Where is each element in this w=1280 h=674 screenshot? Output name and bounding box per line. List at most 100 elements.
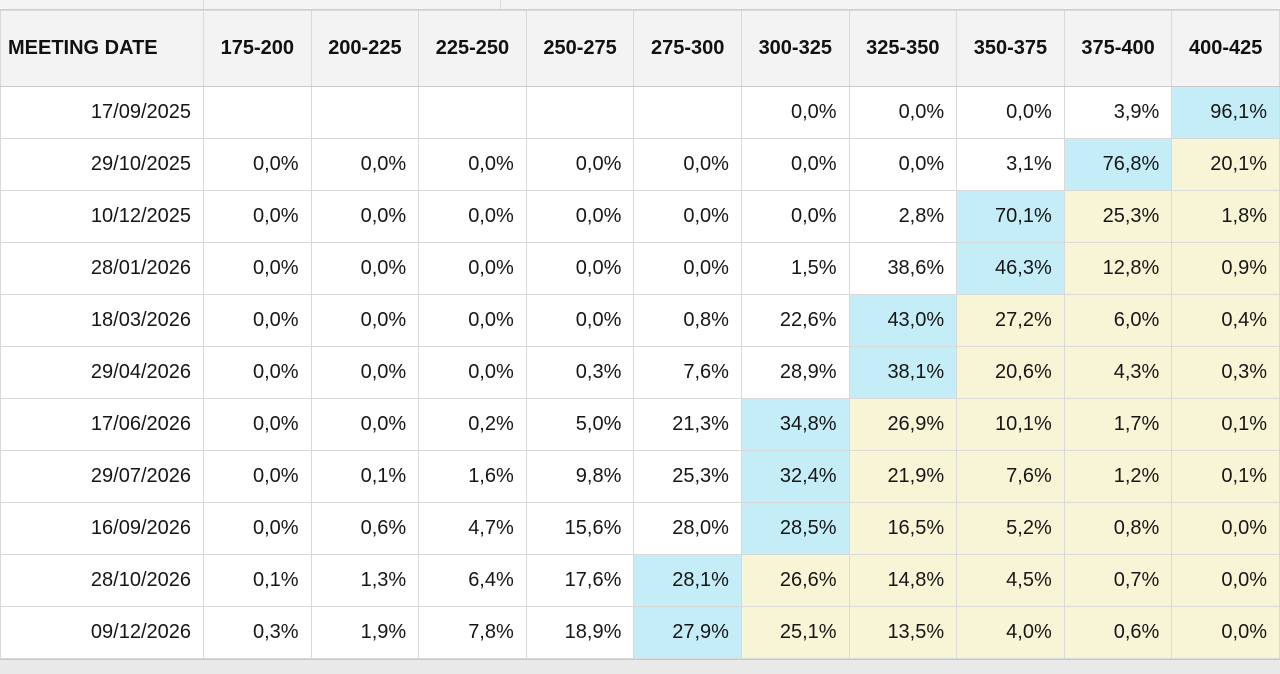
probability-cell[interactable]: 3,1% — [956, 138, 1065, 191]
probability-cell[interactable]: 22,6% — [740, 294, 850, 347]
probability-cell[interactable]: 13,5% — [848, 606, 958, 659]
column-header-rate-range[interactable]: 200-225 — [310, 10, 420, 87]
probability-cell[interactable]: 7,6% — [956, 450, 1065, 503]
probability-cell[interactable]: 0,0% — [203, 138, 312, 191]
probability-cell[interactable]: 0,0% — [740, 190, 850, 243]
probability-cell[interactable]: 20,6% — [956, 346, 1065, 399]
date-cell[interactable]: 16/09/2026 — [0, 502, 204, 555]
probability-cell[interactable]: 0,0% — [418, 346, 527, 399]
probability-cell[interactable]: 0,0% — [633, 190, 742, 243]
probability-cell[interactable]: 0,0% — [310, 398, 420, 451]
probability-cell[interactable]: 16,5% — [848, 502, 958, 555]
probability-cell[interactable] — [525, 86, 635, 139]
probability-cell[interactable]: 7,6% — [633, 346, 742, 399]
probability-cell[interactable]: 4,0% — [956, 606, 1065, 659]
probability-cell[interactable]: 76,8% — [1063, 138, 1173, 191]
probability-cell[interactable]: 0,0% — [203, 294, 312, 347]
probability-cell[interactable]: 6,0% — [1063, 294, 1173, 347]
probability-cell[interactable]: 0,0% — [633, 242, 742, 295]
column-header-rate-range[interactable]: 350-375 — [956, 10, 1065, 87]
column-header-rate-range[interactable]: 400-425 — [1171, 10, 1280, 87]
probability-cell[interactable] — [633, 86, 742, 139]
probability-cell[interactable]: 26,9% — [848, 398, 958, 451]
probability-cell[interactable]: 4,7% — [418, 502, 527, 555]
probability-cell[interactable]: 27,2% — [956, 294, 1065, 347]
probability-cell[interactable]: 0,3% — [525, 346, 635, 399]
probability-cell[interactable]: 28,1% — [633, 554, 742, 607]
probability-cell[interactable]: 32,4% — [740, 450, 850, 503]
probability-cell[interactable]: 46,3% — [956, 242, 1065, 295]
probability-cell[interactable]: 0,8% — [633, 294, 742, 347]
column-header-rate-range[interactable]: 375-400 — [1063, 10, 1173, 87]
probability-cell[interactable]: 17,6% — [525, 554, 635, 607]
date-cell[interactable]: 09/12/2026 — [0, 606, 204, 659]
probability-cell[interactable]: 25,3% — [633, 450, 742, 503]
date-cell[interactable]: 28/10/2026 — [0, 554, 204, 607]
probability-cell[interactable]: 28,5% — [740, 502, 850, 555]
probability-cell[interactable]: 28,0% — [633, 502, 742, 555]
probability-cell[interactable]: 0,7% — [1063, 554, 1173, 607]
probability-cell[interactable]: 0,1% — [1171, 398, 1280, 451]
probability-cell[interactable] — [203, 86, 312, 139]
probability-cell[interactable]: 0,2% — [418, 398, 527, 451]
probability-cell[interactable] — [310, 86, 420, 139]
date-cell[interactable]: 28/01/2026 — [0, 242, 204, 295]
probability-cell[interactable]: 28,9% — [740, 346, 850, 399]
probability-cell[interactable]: 1,7% — [1063, 398, 1173, 451]
probability-cell[interactable]: 0,0% — [956, 86, 1065, 139]
probability-cell[interactable]: 26,6% — [740, 554, 850, 607]
probability-cell[interactable]: 0,0% — [525, 294, 635, 347]
probability-cell[interactable]: 0,0% — [848, 138, 958, 191]
probability-cell[interactable]: 5,0% — [525, 398, 635, 451]
probability-cell[interactable]: 0,0% — [740, 86, 850, 139]
probability-cell[interactable]: 0,0% — [310, 138, 420, 191]
probability-cell[interactable]: 25,1% — [740, 606, 850, 659]
probability-cell[interactable]: 14,8% — [848, 554, 958, 607]
probability-cell[interactable]: 0,0% — [203, 398, 312, 451]
probability-cell[interactable]: 0,0% — [1171, 554, 1280, 607]
probability-cell[interactable]: 2,8% — [848, 190, 958, 243]
probability-cell[interactable]: 4,5% — [956, 554, 1065, 607]
probability-cell[interactable]: 3,9% — [1063, 86, 1173, 139]
probability-cell[interactable]: 0,0% — [203, 502, 312, 555]
probability-cell[interactable]: 0,8% — [1063, 502, 1173, 555]
probability-cell[interactable]: 1,3% — [310, 554, 420, 607]
probability-cell[interactable]: 10,1% — [956, 398, 1065, 451]
probability-cell[interactable]: 0,0% — [740, 138, 850, 191]
probability-cell[interactable]: 15,6% — [525, 502, 635, 555]
probability-cell[interactable]: 0,0% — [525, 242, 635, 295]
probability-cell[interactable]: 4,3% — [1063, 346, 1173, 399]
column-header-rate-range[interactable]: 225-250 — [418, 10, 527, 87]
probability-cell[interactable]: 0,6% — [310, 502, 420, 555]
probability-cell[interactable]: 0,0% — [203, 242, 312, 295]
probability-cell[interactable]: 20,1% — [1171, 138, 1280, 191]
date-cell[interactable]: 18/03/2026 — [0, 294, 204, 347]
date-cell[interactable]: 29/07/2026 — [0, 450, 204, 503]
probability-cell[interactable]: 21,9% — [848, 450, 958, 503]
date-cell[interactable]: 17/09/2025 — [0, 86, 204, 139]
probability-cell[interactable]: 5,2% — [956, 502, 1065, 555]
probability-cell[interactable]: 21,3% — [633, 398, 742, 451]
probability-cell[interactable]: 0,0% — [418, 190, 527, 243]
probability-cell[interactable]: 0,1% — [1171, 450, 1280, 503]
probability-cell[interactable]: 0,0% — [310, 190, 420, 243]
probability-cell[interactable]: 0,0% — [525, 190, 635, 243]
probability-cell[interactable]: 0,0% — [203, 190, 312, 243]
date-cell[interactable]: 10/12/2025 — [0, 190, 204, 243]
column-header-rate-range[interactable]: 175-200 — [203, 10, 312, 87]
probability-cell[interactable]: 0,0% — [418, 138, 527, 191]
probability-cell[interactable] — [418, 86, 527, 139]
probability-cell[interactable]: 6,4% — [418, 554, 527, 607]
probability-cell[interactable]: 0,0% — [310, 346, 420, 399]
column-header-rate-range[interactable]: 325-350 — [848, 10, 958, 87]
column-header-rate-range[interactable]: 250-275 — [525, 10, 635, 87]
probability-cell[interactable]: 96,1% — [1171, 86, 1280, 139]
probability-cell[interactable]: 0,3% — [203, 606, 312, 659]
probability-cell[interactable]: 0,0% — [1171, 502, 1280, 555]
probability-cell[interactable]: 7,8% — [418, 606, 527, 659]
probability-cell[interactable]: 34,8% — [740, 398, 850, 451]
probability-cell[interactable]: 0,0% — [418, 294, 527, 347]
probability-cell[interactable]: 0,3% — [1171, 346, 1280, 399]
probability-cell[interactable]: 70,1% — [956, 190, 1065, 243]
probability-cell[interactable]: 0,0% — [310, 242, 420, 295]
